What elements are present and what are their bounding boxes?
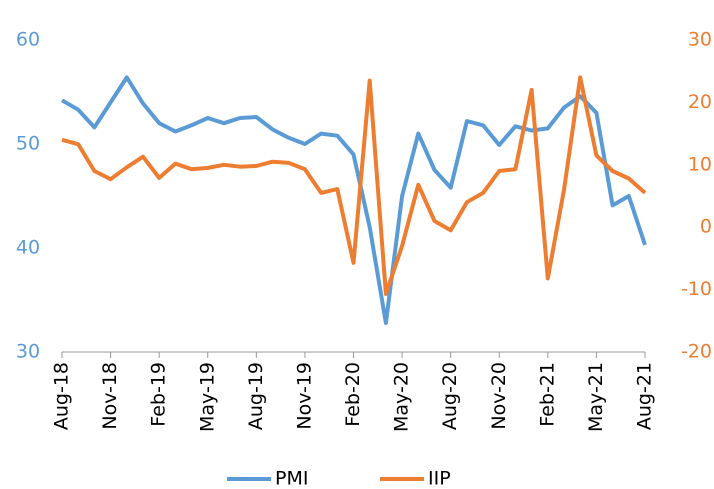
y2-tick-label: 30 <box>688 29 712 51</box>
x-tick-label: Nov-19 <box>293 362 315 430</box>
x-tick-label: Feb-20 <box>342 362 364 427</box>
y-tick-label: 40 <box>16 237 40 259</box>
x-tick-label: Aug-18 <box>51 362 73 430</box>
x-tick-label: Feb-21 <box>536 362 558 427</box>
x-tick-label: Nov-20 <box>488 362 510 430</box>
y2-tick-label: 0 <box>700 216 712 238</box>
y2-tick-label: 20 <box>688 91 712 113</box>
x-tick-label: Nov-18 <box>99 362 121 430</box>
y2-tick-label: -20 <box>681 341 712 363</box>
y2-tick-label: 10 <box>688 153 712 175</box>
legend-label: IIP <box>428 468 451 489</box>
series-line <box>60 75 647 325</box>
y2-tick-label: -10 <box>681 278 712 300</box>
y-tick-label: 60 <box>16 29 40 51</box>
x-tick-label: May-20 <box>391 362 413 432</box>
legend-label: PMI <box>275 468 308 489</box>
y-tick-label: 30 <box>16 341 40 363</box>
x-tick-label: May-19 <box>196 362 218 432</box>
series-line <box>61 75 647 296</box>
x-tick-label: May-21 <box>585 362 607 432</box>
x-tick-label: Aug-19 <box>245 362 267 430</box>
x-tick-label: Aug-21 <box>634 362 656 430</box>
y-tick-label: 50 <box>16 133 40 155</box>
x-tick-label: Aug-20 <box>439 362 461 430</box>
x-tick-label: Feb-19 <box>148 362 170 427</box>
